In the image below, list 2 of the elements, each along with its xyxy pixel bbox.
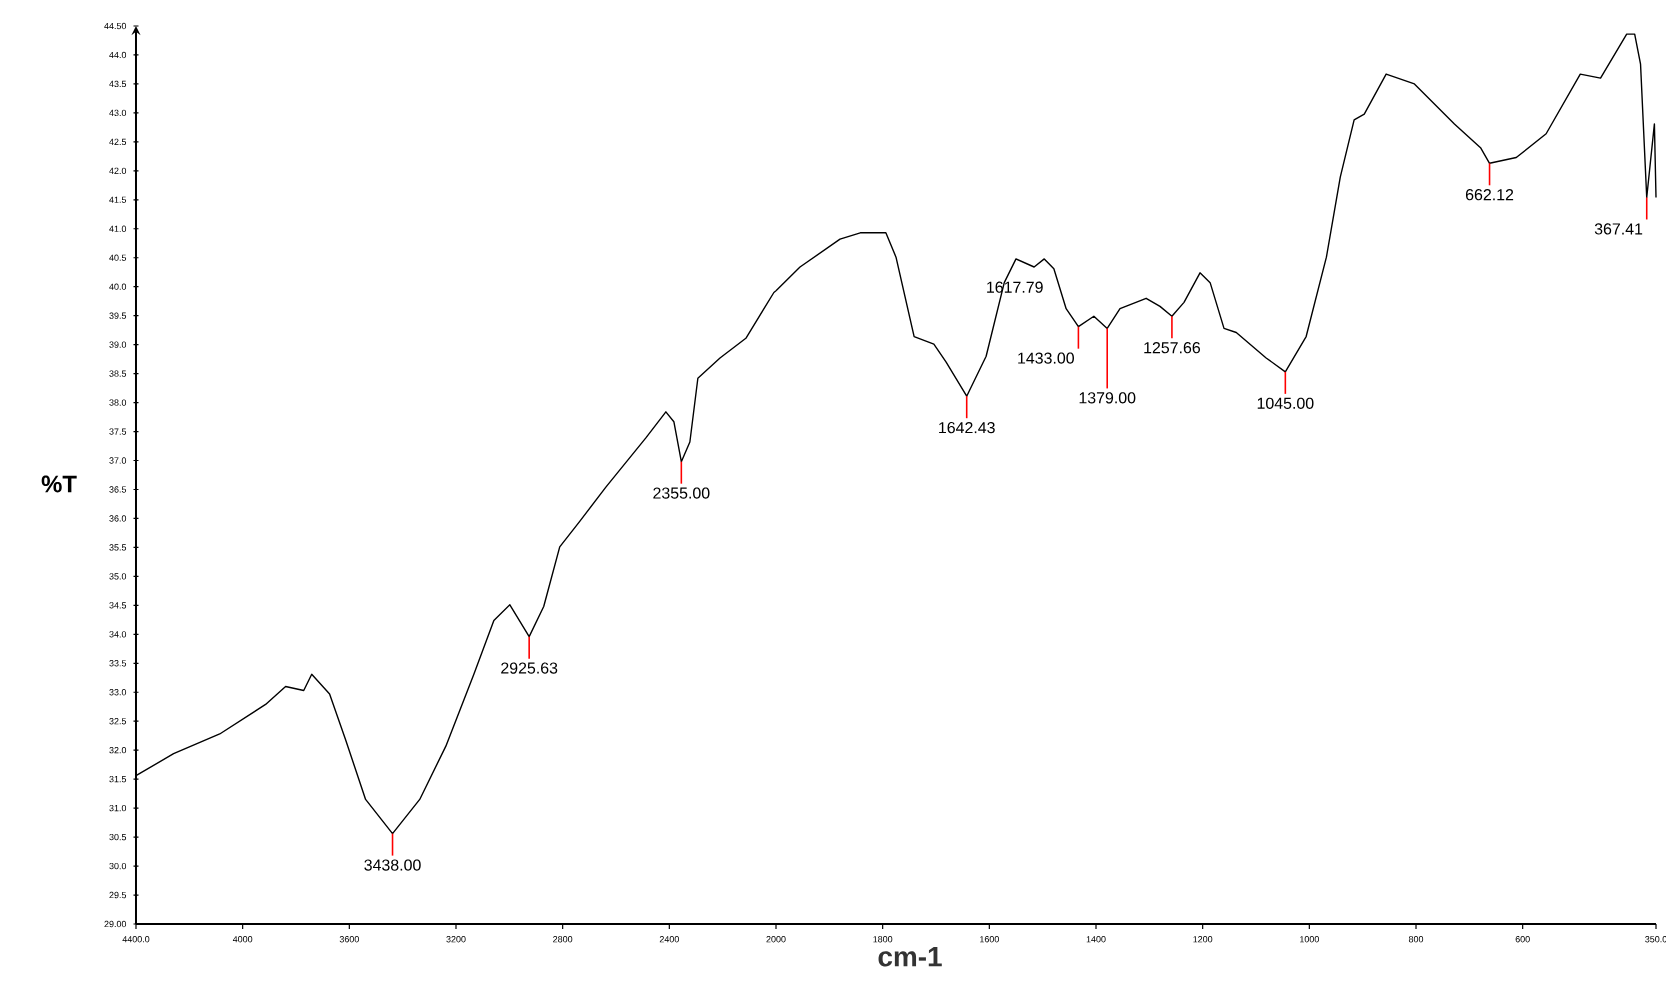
y-axis-title: %T [41,475,77,493]
x-axis-title: cm-1 [878,947,942,967]
